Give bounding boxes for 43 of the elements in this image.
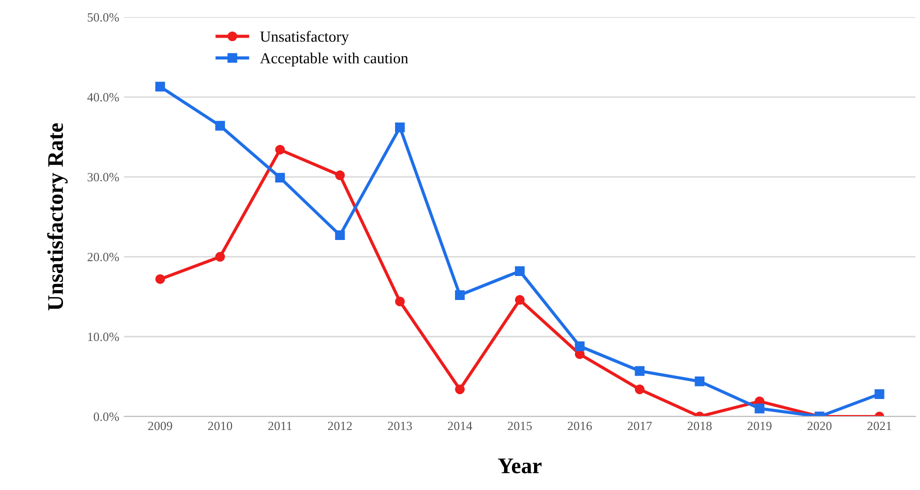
point [455,384,465,394]
point [574,341,585,352]
y-tick-label: 30.0% [88,172,119,182]
point [754,404,764,414]
y-axis-title: Unsatisfactory Rate [47,123,68,310]
x-tick-label: 2016 [568,422,592,430]
point [155,274,166,284]
x-tick-label: 2011 [268,422,292,430]
point [335,170,345,180]
point [275,144,285,155]
point [455,290,465,300]
x-tick-label: 2010 [208,422,232,430]
y-tick-label: 40.0% [87,93,119,102]
x-tick-label: 2009 [148,422,172,430]
legend-label: Unsatisfactory [260,30,349,45]
x-tick-label: 2018 [688,422,712,430]
x-tick-label: 2021 [867,422,892,430]
y-tick-label: 0.0% [94,412,119,422]
point [634,384,645,394]
x-tick-label: 2014 [448,422,472,430]
y-tick-label: 20.0% [88,252,119,262]
point [514,266,525,276]
point [395,122,405,132]
x-tick-label: 2017 [628,422,652,430]
point [874,389,884,399]
x-tick-label: 2019 [748,422,772,430]
x-tick-label: 2012 [328,422,352,430]
x-tick-label: 2013 [388,422,412,430]
point [215,252,225,262]
x-axis-title: Year [498,458,542,474]
point [275,172,285,183]
point [634,366,645,376]
point [395,296,405,306]
point [155,82,166,92]
point [514,295,525,305]
point [335,230,345,240]
point [215,120,225,131]
x-tick-label: 2020 [808,422,832,430]
legend-label: Acceptable with caution [260,52,408,67]
x-tick-label: 2015 [508,422,532,430]
y-tick-label: 10.0% [88,332,119,342]
point [694,376,704,386]
y-tick-label: 50.0% [88,13,119,22]
